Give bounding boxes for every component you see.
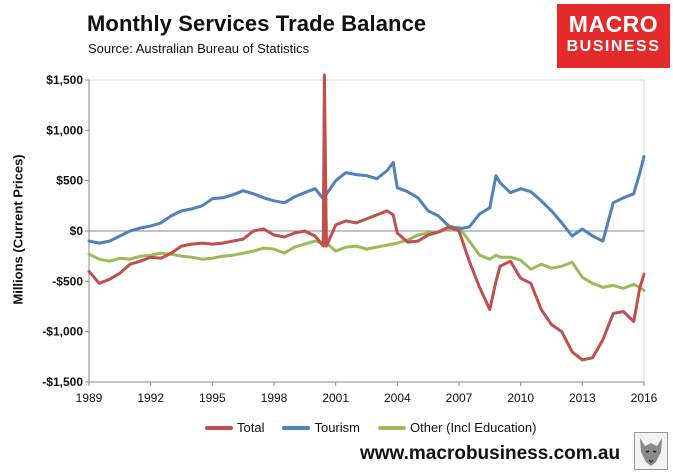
legend-label-tourism: Tourism: [314, 420, 360, 435]
series-line-other: [87, 111, 646, 292]
x-tick-label: 2001: [322, 391, 349, 405]
y-tick-label: -$1,000: [42, 325, 83, 339]
logo-line-1: MACRO: [568, 11, 659, 37]
chart-subtitle: Source: Australian Bureau of Statistics: [88, 41, 310, 56]
legend-label-total: Total: [237, 420, 265, 435]
legend-swatch-tourism: [282, 425, 311, 430]
line-chart: -$1,500 -$1,000 -$500 $0 $500 $1,000 $1,500 19…: [42, 73, 658, 405]
series-line-tourism: [87, 155, 646, 245]
legend-swatch-total: [205, 425, 233, 430]
x-tick-label: 2016: [631, 391, 658, 405]
macrobusiness-logo: MACRO BUSINESS: [557, 4, 670, 68]
logo-line-2: BUSINESS: [566, 38, 661, 55]
legend-label-other: Other (Incl Education): [409, 420, 537, 435]
series-line-total: [87, 73, 646, 362]
legend-item-total: Total: [205, 420, 264, 435]
website-url: www.macrobusiness.com.au: [360, 443, 621, 464]
x-tick-label: 1995: [199, 391, 226, 405]
x-tick-label: 2007: [446, 391, 473, 405]
x-tick-label: 2013: [569, 391, 596, 405]
legend-item-tourism: Tourism: [282, 420, 360, 435]
chart-title: Monthly Services Trade Balance: [87, 11, 427, 36]
wolf-logo-icon: [634, 432, 668, 470]
y-tick-label: -$500: [52, 274, 83, 288]
legend-swatch-other: [377, 425, 406, 430]
x-tick-label: 1989: [76, 391, 103, 405]
y-tick-label: $1,500: [46, 73, 83, 87]
x-tick-label: 1992: [137, 391, 164, 405]
x-tick-label: 2004: [384, 391, 411, 405]
x-tick-label: 1998: [261, 391, 288, 405]
chart-legend: Total Tourism Other (Incl Education): [205, 420, 536, 435]
y-tick-label: $500: [56, 174, 83, 188]
y-tick-label: -$1,500: [42, 375, 83, 389]
y-tick-label: $1,000: [46, 123, 83, 137]
x-tick-label: 2010: [507, 391, 534, 405]
legend-item-other: Other (Incl Education): [377, 420, 537, 435]
y-tick-label: $0: [70, 224, 84, 238]
